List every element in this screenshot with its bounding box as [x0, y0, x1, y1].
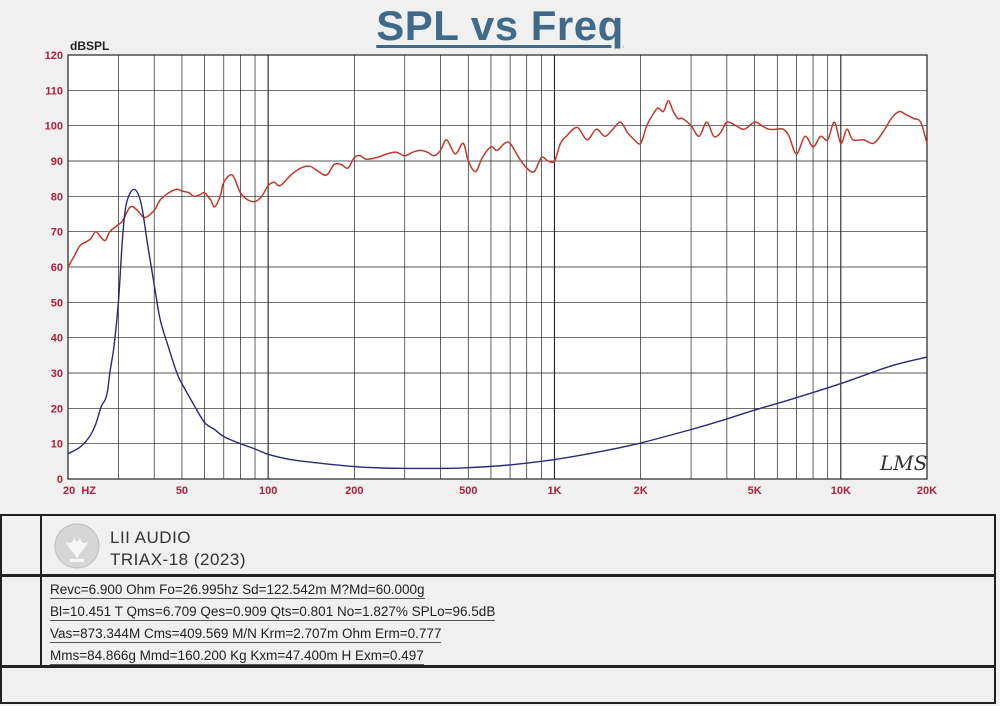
x-tick-label: 500	[459, 485, 477, 497]
x-tick-labels: 20 HZ 50 100 200 500 1K 2K 5K 10K 20K	[63, 485, 937, 497]
y-tick-label: 30	[51, 368, 63, 380]
y-tick-label: 60	[51, 262, 63, 274]
x-tick-label: 10K	[831, 485, 851, 497]
x-tick-label: 100	[259, 485, 277, 497]
parameter-line-4: Mms=84.866g Mmd=160.200 Kg Kxm=47.400m H…	[50, 648, 424, 665]
parameter-line-3: Vas=873.344M Cms=409.569 M/N Krm=2.707m …	[50, 626, 442, 643]
brand-logo-icon	[54, 523, 100, 569]
x-tick-label: 5K	[748, 485, 762, 497]
impedance-series-line	[67, 188, 928, 470]
x-tick-label: 1K	[547, 485, 561, 497]
y-tick-labels: 0 10 20 30 40 50 60 70 80 90 100 110 120	[45, 50, 63, 486]
y-tick-label: 10	[51, 439, 63, 451]
y-tick-label: 100	[45, 121, 63, 133]
y-tick-label: 0	[57, 474, 63, 486]
y-tick-label: 120	[45, 50, 63, 62]
brand-model: TRIAX-18 (2023)	[110, 550, 246, 569]
watermark-lms: LMS	[879, 451, 927, 475]
panel-divider	[40, 577, 42, 665]
spl-series-line	[67, 100, 928, 268]
y-tick-label: 80	[51, 191, 63, 203]
parameter-line-2: Bl=10.451 T Qms=6.709 Qes=0.909 Qts=0.80…	[50, 604, 496, 621]
parameter-line-1: Revc=6.900 Ohm Fo=26.995hz Sd=122.542m M…	[50, 582, 425, 599]
y-tick-label: 20	[51, 403, 63, 415]
parameters-panel: Revc=6.900 Ohm Fo=26.995hz Sd=122.542m M…	[0, 575, 996, 667]
x-tick-label: 20 HZ	[63, 485, 96, 497]
x-tick-label: 50	[176, 485, 188, 497]
brand-name: LII AUDIO	[110, 528, 192, 547]
chart-title: SPL vs Freq	[376, 2, 624, 49]
y-tick-label: 110	[45, 85, 63, 97]
footer-panel	[0, 666, 996, 704]
brand-panel: LII AUDIO TRIAX-18 (2023)	[0, 514, 996, 576]
y-tick-label: 40	[51, 333, 63, 345]
y-tick-label: 50	[51, 297, 63, 309]
y-tick-label: 70	[51, 227, 63, 239]
panel-divider	[40, 516, 42, 574]
grid-lines	[68, 55, 927, 479]
x-tick-label: 200	[345, 485, 363, 497]
x-tick-label: 2K	[634, 485, 648, 497]
x-tick-label: 20K	[917, 485, 937, 497]
y-tick-label: 90	[51, 156, 63, 168]
y-axis-label: dBSPL	[70, 39, 109, 53]
